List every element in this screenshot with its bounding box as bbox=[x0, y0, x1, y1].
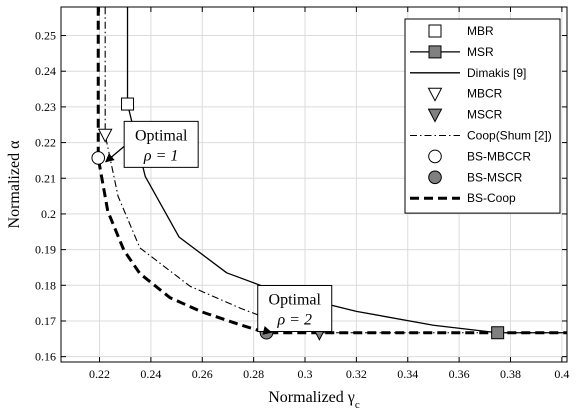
x-tick-label: 0.38 bbox=[500, 367, 521, 381]
x-tick-label: 0.22 bbox=[89, 367, 110, 381]
legend-swatch-marker bbox=[427, 108, 443, 123]
annotation-line1: Optimal bbox=[269, 291, 322, 308]
x-tick-label: 0.36 bbox=[449, 367, 470, 381]
legend-swatch-marker bbox=[428, 149, 442, 164]
y-tick-label: 0.16 bbox=[35, 350, 56, 364]
legend-item-bs-mscr: BS-MSCR bbox=[428, 170, 523, 185]
y-tick-label: 0.17 bbox=[35, 314, 56, 328]
annotation-arrow bbox=[105, 145, 125, 163]
legend-item-mbcr: MBCR bbox=[427, 87, 503, 102]
legend-label: MSCR bbox=[467, 108, 503, 122]
legend-item-bs-mbccr: BS-MBCCR bbox=[428, 149, 531, 164]
annotation-box bbox=[257, 284, 333, 332]
legend-item-bs-coop: BS-Coop bbox=[410, 191, 516, 205]
x-tick-label: 0.26 bbox=[192, 367, 213, 381]
y-tick-label: 0.19 bbox=[35, 243, 56, 257]
legend-swatch-marker bbox=[427, 87, 443, 102]
plot-area bbox=[60, 6, 568, 363]
x-tick-label: 0.24 bbox=[140, 367, 161, 381]
annotation-arrow bbox=[262, 326, 273, 335]
x-tick-label: 0.34 bbox=[397, 367, 418, 381]
x-tick-label: 0.28 bbox=[243, 367, 264, 381]
x-tick-label: 0.4 bbox=[554, 367, 569, 381]
x-tick-label: 0.3 bbox=[298, 367, 313, 381]
y-tick-label: 0.2 bbox=[41, 207, 56, 221]
annotations: Optimal ρ = 1 Optimal ρ = 2 bbox=[105, 120, 333, 335]
annotation-line2: ρ = 1 bbox=[143, 147, 178, 164]
legend-label: BS-MSCR bbox=[467, 170, 523, 184]
point-mbcr bbox=[97, 128, 113, 143]
legend-swatch-marker bbox=[428, 24, 442, 38]
legend-label: Dimakis [9] bbox=[467, 66, 526, 80]
legend-label: BS-Coop bbox=[467, 191, 516, 205]
y-tick-label: 0.18 bbox=[35, 278, 56, 292]
x-tick-label: 0.32 bbox=[346, 367, 367, 381]
series-line-bs-coop bbox=[96, 7, 567, 335]
legend-item-msr: MSR bbox=[410, 45, 494, 59]
legend-item-mscr: MSCR bbox=[427, 108, 503, 123]
legend-label: MBR bbox=[467, 24, 494, 38]
legend-label: MSR bbox=[467, 45, 494, 59]
point-mbr bbox=[121, 97, 135, 111]
legend: MBR MSR Dimakis [9] MBCR MSCR Coop(Shum [2]) B… bbox=[404, 18, 561, 214]
x-axis-label: Normalized γc bbox=[268, 389, 360, 411]
legend-label: Coop(Shum [2]) bbox=[467, 129, 552, 143]
legend-swatch-marker bbox=[428, 170, 442, 185]
y-tick-label: 0.24 bbox=[35, 64, 56, 78]
y-tick-label: 0.22 bbox=[35, 136, 56, 150]
y-tick-label: 0.25 bbox=[35, 29, 56, 43]
legend-item-coop-shum-2: Coop(Shum [2]) bbox=[410, 129, 552, 143]
point-bs-mbccr bbox=[91, 151, 106, 165]
point-msr bbox=[491, 326, 505, 340]
annotation-line2: ρ = 2 bbox=[276, 311, 311, 328]
annotation-1: Optimal ρ = 1 bbox=[105, 120, 199, 168]
legend-swatch-marker bbox=[428, 45, 442, 59]
annotation-line1: Optimal bbox=[135, 127, 188, 144]
y-tick-label: 0.23 bbox=[35, 100, 56, 114]
y-tick-label: 0.21 bbox=[35, 171, 56, 185]
legend-item-mbr: MBR bbox=[428, 24, 494, 38]
legend-label: BS-MBCCR bbox=[467, 149, 531, 163]
ticks: 0.22 0.24 0.26 0.28 0.3 0.32 0.34 0.36 0.38 0.4 0.… bbox=[35, 7, 569, 381]
annotation-2: Optimal ρ = 2 bbox=[257, 284, 333, 335]
legend-item-dimakis-9: Dimakis [9] bbox=[410, 66, 526, 80]
y-axis-label: Normalized α bbox=[6, 140, 23, 229]
annotation-box bbox=[123, 120, 199, 168]
legend-label: MBCR bbox=[467, 87, 503, 101]
